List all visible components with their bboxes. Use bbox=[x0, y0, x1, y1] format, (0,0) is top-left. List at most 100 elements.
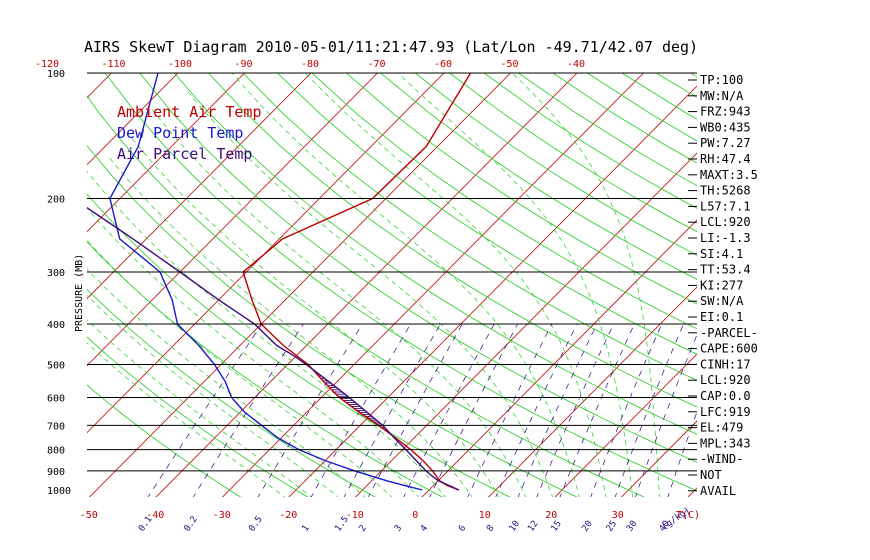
isotherm-line bbox=[87, 73, 112, 99]
stability-index: RH:47.4 bbox=[700, 152, 751, 166]
pressure-tick-label: 700 bbox=[47, 421, 65, 432]
mixing-ratio-line bbox=[614, 323, 684, 497]
stability-index: CINH:17 bbox=[700, 357, 751, 371]
stability-index: SI:4.1 bbox=[700, 247, 743, 261]
pressure-tick-label: 500 bbox=[47, 360, 65, 371]
top-temp-tick-label: -120 bbox=[35, 59, 59, 70]
ambient-air-temp-line bbox=[242, 73, 472, 491]
chart-title: AIRS SkewT Diagram 2010-05-01/11:21:47.9… bbox=[84, 38, 698, 56]
bottom-temp-tick-label: 30 bbox=[612, 510, 624, 521]
stability-index: AVAIL bbox=[700, 484, 736, 498]
mixing-ratio-line bbox=[590, 323, 663, 497]
stability-index: MAXT:3.5 bbox=[700, 168, 758, 182]
moist-adiabat-line bbox=[87, 239, 393, 497]
top-temp-tick-label: -80 bbox=[301, 59, 319, 70]
dry-adiabat-line bbox=[414, 73, 697, 256]
mixing-ratio-line bbox=[147, 323, 263, 497]
bottom-temp-tick-label: -40 bbox=[146, 510, 164, 521]
isotherm-line bbox=[155, 73, 578, 497]
isotherm-line bbox=[421, 219, 697, 497]
pressure-tick-label: 100 bbox=[47, 69, 65, 80]
dry-adiabat-line bbox=[173, 73, 697, 435]
top-temp-tick-label: -110 bbox=[102, 59, 126, 70]
isotherm-line bbox=[221, 73, 644, 497]
mixing-ratio-tick-label: 10 bbox=[508, 519, 522, 534]
dry-adiabat-line bbox=[311, 73, 697, 330]
mixing-ratio-tick-label: 6 bbox=[457, 524, 468, 534]
bottom-temp-tick-label: -30 bbox=[213, 510, 231, 521]
plot-area bbox=[87, 73, 870, 499]
moist-adiabat-line bbox=[397, 73, 634, 497]
mixing-ratio-line bbox=[467, 323, 553, 497]
isobar-gridlines bbox=[87, 72, 697, 472]
top-temp-tick-label: -100 bbox=[168, 59, 192, 70]
top-temp-tick-label: -50 bbox=[501, 59, 519, 70]
moist-adiabat-line bbox=[305, 73, 607, 497]
dry-adiabat-line bbox=[139, 73, 697, 463]
isotherm-line bbox=[87, 73, 179, 166]
profile-series bbox=[87, 73, 472, 491]
mixing-ratio-line bbox=[517, 323, 598, 497]
stability-index: LCL:920 bbox=[700, 373, 751, 387]
dry-adiabat-line bbox=[87, 288, 376, 497]
dry-adiabat-line bbox=[87, 145, 578, 497]
isotherm-line bbox=[487, 286, 697, 497]
legend: Ambient Air Temp Dew Point Temp Air Parc… bbox=[117, 103, 262, 163]
stability-index: MPL:343 bbox=[700, 436, 751, 450]
stability-index: LFC:919 bbox=[700, 405, 751, 419]
dry-adiabat-line bbox=[380, 73, 697, 280]
stability-index: -WIND- bbox=[700, 452, 743, 466]
mixing-ratio-line bbox=[257, 323, 363, 497]
pressure-tick-label: 800 bbox=[47, 446, 65, 457]
dry-adiabat-line bbox=[87, 336, 309, 497]
pressure-tick-label: 600 bbox=[47, 393, 65, 404]
dry-adiabat-line bbox=[760, 73, 870, 499]
top-temp-tick-label: -60 bbox=[434, 59, 452, 70]
stability-index: CAP:0.0 bbox=[700, 389, 751, 403]
stability-index: LCL:920 bbox=[700, 215, 751, 229]
moist-adiabat-line bbox=[87, 342, 286, 497]
stability-index: NOT bbox=[700, 468, 722, 482]
mixing-ratio-tick-label: 4 bbox=[419, 524, 430, 534]
dry-adiabat-line bbox=[87, 95, 645, 497]
stability-index: LI:-1.3 bbox=[700, 231, 751, 245]
moist-adiabat-line bbox=[231, 73, 580, 497]
stability-index: EL:479 bbox=[700, 421, 743, 435]
dew-point-temp-line bbox=[109, 73, 423, 491]
mixing-ratio-line bbox=[495, 323, 578, 497]
mixing-ratio-tick-label: 20 bbox=[580, 519, 594, 534]
mixing-ratio-line bbox=[429, 323, 518, 497]
isotherm-line bbox=[87, 73, 245, 233]
stability-index: FRZ:943 bbox=[700, 105, 751, 119]
temp-unit-label: T(C) bbox=[676, 510, 700, 521]
moist-adiabat-line bbox=[109, 157, 473, 497]
dry-adiabat-line bbox=[208, 73, 697, 408]
mixing-ratio-tick-label: 3 bbox=[393, 524, 404, 534]
pressure-tick-label: 400 bbox=[47, 320, 65, 331]
legend-ambient-air-temp: Ambient Air Temp bbox=[117, 103, 262, 121]
moist-adiabat-line bbox=[512, 73, 660, 497]
isotherm-line bbox=[753, 73, 870, 499]
mixing-ratio-tick-label: 30 bbox=[625, 519, 639, 534]
dry-adiabat-line bbox=[483, 73, 697, 209]
dry-adiabat-line bbox=[87, 193, 511, 497]
mixing-ratio-line bbox=[559, 323, 635, 497]
dry-adiabat-line bbox=[87, 241, 444, 497]
stability-index: -PARCEL- bbox=[700, 326, 758, 340]
dry-adiabat-line bbox=[449, 73, 697, 233]
isotherm-line bbox=[288, 85, 697, 497]
mixing-ratio-lines bbox=[147, 323, 697, 497]
bottom-temp-tick-label: -50 bbox=[80, 510, 98, 521]
dry-adiabat-line bbox=[87, 384, 242, 497]
dry-adiabat-line bbox=[277, 73, 697, 355]
stability-index: SW:N/A bbox=[700, 294, 744, 308]
bottom-temp-tick-label: 0 bbox=[412, 510, 418, 521]
mixing-ratio-tick-label: 12 bbox=[526, 519, 540, 534]
mixing-ratio-tick-label: 2 bbox=[358, 524, 369, 534]
mixing-ratio-tick-label: 25 bbox=[605, 519, 619, 534]
stability-index: TP:100 bbox=[700, 73, 743, 87]
stability-index: TH:5268 bbox=[700, 184, 751, 198]
moist-adiabat-line bbox=[128, 133, 500, 497]
